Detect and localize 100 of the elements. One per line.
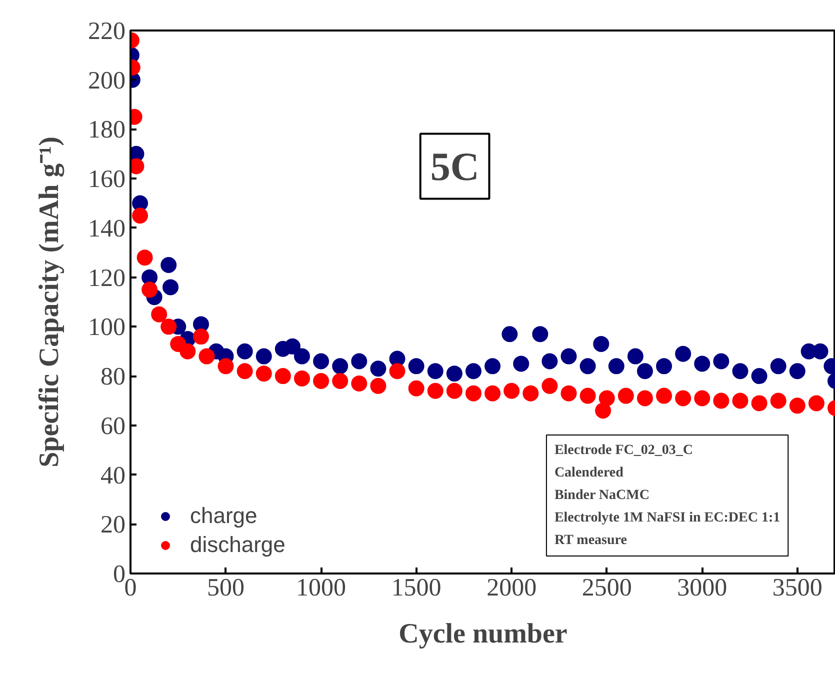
point bbox=[608, 358, 624, 374]
point bbox=[370, 378, 386, 394]
point bbox=[427, 382, 444, 399]
point bbox=[332, 372, 348, 389]
point bbox=[513, 356, 530, 372]
point bbox=[789, 363, 806, 380]
point bbox=[256, 348, 272, 364]
annotation: RT measure bbox=[554, 533, 627, 548]
point bbox=[313, 372, 330, 389]
y-tick-label: 80 bbox=[100, 364, 126, 391]
point bbox=[151, 306, 168, 322]
y-tick-label: 220 bbox=[88, 18, 126, 45]
point bbox=[162, 279, 179, 296]
y-tick-label: 180 bbox=[88, 116, 126, 144]
point bbox=[751, 368, 768, 384]
point bbox=[274, 368, 291, 384]
point bbox=[732, 392, 748, 409]
point bbox=[408, 380, 424, 396]
y-tick-label: 200 bbox=[88, 67, 126, 94]
point bbox=[542, 353, 558, 370]
point bbox=[598, 390, 615, 406]
x-tick-label: 3500 bbox=[772, 574, 822, 602]
x-tick-label: 3000 bbox=[677, 574, 728, 602]
annotation: 5C bbox=[430, 144, 480, 189]
y-tick-label: 60 bbox=[100, 412, 126, 440]
point bbox=[732, 363, 748, 380]
point bbox=[542, 378, 558, 394]
y-tick-label: 120 bbox=[88, 264, 126, 292]
annotation: Calendered bbox=[554, 466, 624, 481]
point bbox=[675, 390, 692, 406]
point bbox=[351, 353, 368, 370]
legend-label: charge bbox=[190, 503, 258, 529]
point bbox=[284, 338, 300, 354]
point bbox=[656, 388, 672, 404]
point bbox=[808, 395, 824, 412]
point bbox=[351, 375, 368, 392]
legend-label: discharge bbox=[190, 532, 286, 558]
point bbox=[713, 353, 730, 370]
point bbox=[465, 385, 482, 402]
y-tick-label: 40 bbox=[100, 462, 126, 490]
y-tick-label: 160 bbox=[88, 166, 126, 194]
point bbox=[770, 392, 786, 409]
point bbox=[193, 328, 209, 345]
point bbox=[522, 385, 539, 402]
annotation: Binder NaCMC bbox=[554, 488, 650, 504]
point bbox=[580, 358, 596, 374]
x-tick-label: 2000 bbox=[486, 574, 537, 602]
point bbox=[770, 358, 786, 374]
x-tick-label: 1500 bbox=[391, 574, 442, 602]
annotation: Electrolyte 1M NaFSI in EC:DEC 1:1 bbox=[554, 510, 780, 526]
point bbox=[465, 363, 482, 380]
point bbox=[408, 358, 424, 374]
point bbox=[694, 390, 710, 406]
point bbox=[751, 395, 768, 412]
point bbox=[313, 353, 330, 370]
point bbox=[218, 358, 234, 374]
point bbox=[236, 363, 253, 380]
point bbox=[142, 282, 158, 298]
annotation: Electrode FC_02_03_C bbox=[554, 443, 694, 458]
point bbox=[370, 360, 386, 377]
x-tick-label: 500 bbox=[207, 574, 245, 602]
point bbox=[484, 385, 501, 402]
point bbox=[636, 390, 653, 406]
point bbox=[593, 336, 610, 352]
point bbox=[256, 366, 272, 382]
point bbox=[595, 402, 612, 419]
point bbox=[446, 382, 462, 399]
y-tick-label: 100 bbox=[88, 314, 126, 342]
point bbox=[236, 343, 253, 360]
point bbox=[618, 388, 634, 404]
point bbox=[636, 363, 653, 380]
point bbox=[675, 346, 692, 362]
point bbox=[294, 370, 310, 386]
point bbox=[502, 326, 518, 342]
x-axis-title: Cycle number bbox=[398, 618, 568, 650]
point bbox=[580, 388, 596, 404]
point bbox=[504, 382, 520, 399]
point bbox=[160, 318, 177, 335]
point bbox=[198, 348, 215, 364]
point bbox=[560, 385, 577, 402]
point bbox=[427, 363, 444, 380]
y-axis-title: Specific Capacity (mAh g⁻¹) bbox=[34, 136, 65, 468]
x-tick-label: 1000 bbox=[296, 574, 346, 602]
point bbox=[694, 356, 710, 372]
point bbox=[627, 348, 644, 364]
point bbox=[713, 392, 730, 409]
point bbox=[656, 358, 672, 374]
point bbox=[160, 256, 177, 273]
point bbox=[532, 326, 548, 342]
point bbox=[484, 358, 501, 374]
point bbox=[789, 398, 806, 414]
point bbox=[446, 366, 462, 382]
point bbox=[389, 363, 406, 380]
point bbox=[132, 208, 148, 224]
x-tick-label: 2500 bbox=[582, 574, 632, 602]
y-tick-label: 140 bbox=[88, 215, 126, 242]
point bbox=[560, 348, 577, 364]
y-tick-label: 20 bbox=[100, 512, 126, 539]
point bbox=[294, 348, 310, 364]
point bbox=[332, 358, 348, 374]
